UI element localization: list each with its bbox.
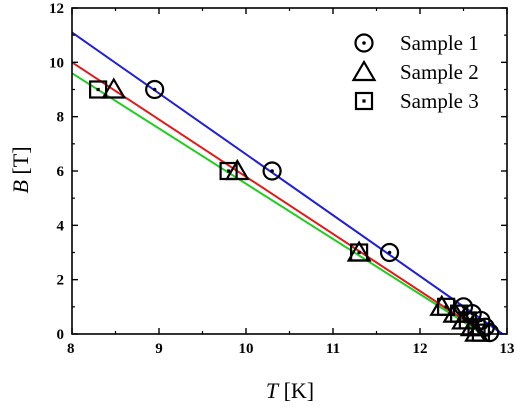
- legend-label: Sample 1: [400, 31, 479, 55]
- legend-marker: [354, 91, 374, 111]
- legend-item: Sample 2: [351, 59, 479, 84]
- fit-line: [71, 31, 504, 335]
- y-tick-label: 8: [57, 110, 65, 126]
- legend-marker: [354, 33, 374, 53]
- square-marker-dot: [479, 331, 483, 335]
- square-marker-dot: [96, 87, 100, 92]
- circle-marker-ring: [145, 79, 165, 100]
- square-marker-box: [467, 318, 486, 337]
- x-tick-label: 13: [500, 341, 515, 357]
- data-markers: [88, 77, 500, 343]
- square-marker-dot: [362, 99, 366, 103]
- data-point: [262, 161, 282, 181]
- fit-line: [71, 72, 484, 335]
- legend-label: Sample 2: [400, 60, 479, 84]
- circle-marker-dot: [387, 250, 392, 255]
- data-point: [101, 77, 127, 99]
- square-marker-box: [354, 91, 374, 111]
- circle-marker-ring: [262, 161, 282, 181]
- triangle-marker-shape: [351, 59, 377, 82]
- data-point: [471, 323, 490, 342]
- x-tick-label: 11: [326, 341, 340, 357]
- square-marker-box: [219, 161, 238, 181]
- y-tick-label: 6: [57, 164, 65, 180]
- legend-item: Sample 3: [354, 89, 479, 113]
- square-marker-dot: [474, 325, 479, 329]
- square-marker-box: [88, 80, 108, 99]
- square-marker-dot: [444, 305, 448, 309]
- y-tick-label: 4: [57, 218, 65, 234]
- circle-marker-ring: [354, 33, 374, 53]
- legend-item: Sample 1: [354, 31, 479, 55]
- x-axis-unit: [K]: [278, 378, 314, 403]
- legend-label: Sample 3: [400, 89, 479, 113]
- square-marker-box: [437, 297, 456, 316]
- data-point: [467, 318, 486, 337]
- legend-marker: [351, 59, 377, 82]
- data-point: [145, 79, 165, 100]
- y-tick-label: 2: [57, 273, 65, 289]
- data-point: [437, 297, 456, 316]
- axis-ticks: 8 9 10 11 12 13 0 2 4 6 8 10 12: [49, 1, 515, 357]
- y-tick-label: 10: [49, 55, 64, 71]
- square-marker-box: [350, 243, 369, 262]
- data-point: [219, 161, 238, 181]
- y-tick-label: 12: [49, 1, 64, 17]
- triangle-marker-shape: [101, 77, 127, 99]
- y-axis-label: B [T]: [8, 146, 33, 193]
- data-point: [88, 80, 108, 99]
- x-axis-symbol: T: [266, 378, 280, 403]
- square-marker-dot: [357, 250, 361, 255]
- x-axis-label: T [K]: [266, 378, 314, 403]
- plot-frame: [71, 7, 508, 335]
- x-tick-label: 8: [67, 341, 75, 357]
- data-point: [350, 243, 369, 262]
- y-axis-symbol: B: [8, 180, 33, 193]
- square-marker-box: [471, 323, 490, 342]
- circle-marker-dot: [362, 41, 366, 45]
- fit-line: [71, 61, 486, 335]
- square-marker-dot: [227, 169, 231, 173]
- fit-lines: [71, 31, 504, 335]
- x-tick-label: 10: [239, 341, 254, 357]
- x-tick-label: 12: [413, 341, 428, 357]
- x-tick-label: 9: [155, 341, 163, 357]
- legend: Sample 1 Sample 2 Sample 3: [351, 31, 479, 113]
- y-tick-label: 0: [57, 327, 65, 343]
- circle-marker-ring: [379, 242, 400, 263]
- data-point: [379, 242, 400, 263]
- y-axis-unit: [T]: [8, 146, 33, 180]
- circle-marker-dot: [152, 87, 157, 92]
- circle-marker-dot: [270, 169, 274, 173]
